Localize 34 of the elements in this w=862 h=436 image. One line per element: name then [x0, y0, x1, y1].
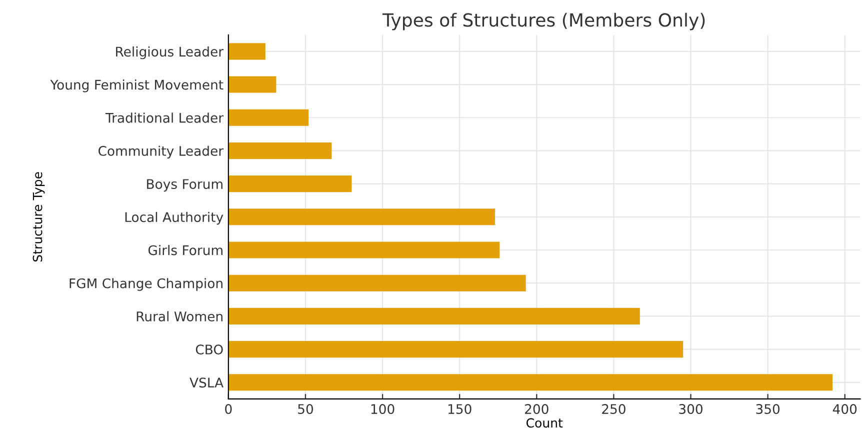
- y-tick-label: CBO: [196, 344, 223, 354]
- bar: [228, 341, 684, 358]
- y-tick-label: Local Authority: [125, 212, 224, 225]
- y-tick-label: Religious Leader: [116, 46, 224, 60]
- y-tick-label: Young Feminist Movement: [50, 80, 224, 92]
- bar: [228, 176, 352, 192]
- y-tick-label: FGM Change Champion: [70, 278, 222, 291]
- bar: [228, 274, 526, 292]
- bar: [228, 109, 309, 126]
- bar: [228, 142, 332, 159]
- x-axis-title: Count: [526, 418, 563, 428]
- y-tick-label: Traditional Leader: [105, 112, 224, 123]
- y-tick-label: Boys Forum: [147, 179, 222, 192]
- x-tick-label: 50: [298, 404, 314, 414]
- y-tick-label: VSLA: [190, 378, 224, 388]
- y-tick-label: Rural Women: [136, 311, 222, 322]
- bar: [228, 76, 276, 93]
- bar: [228, 374, 833, 391]
- bar: [228, 308, 640, 324]
- x-tick-label: 150: [448, 404, 472, 414]
- x-tick-label: 0: [225, 404, 232, 414]
- x-tick-label: 100: [371, 404, 394, 414]
- y-tick-label: Community Leader: [98, 146, 224, 158]
- x-tick-label: 200: [525, 404, 548, 414]
- x-tick-label: 300: [679, 404, 702, 414]
- x-tick-label: 250: [602, 404, 626, 414]
- bar: [228, 43, 266, 60]
- x-tick-label: 350: [756, 404, 780, 414]
- bar: [228, 242, 500, 258]
- y-tick-label: Girls Forum: [148, 244, 222, 256]
- y-axis-title: Structure Type: [32, 172, 45, 262]
- chart-title: Types of Structures (Members Only): [382, 12, 705, 30]
- x-tick-label: 400: [832, 404, 857, 414]
- bar: [228, 208, 496, 226]
